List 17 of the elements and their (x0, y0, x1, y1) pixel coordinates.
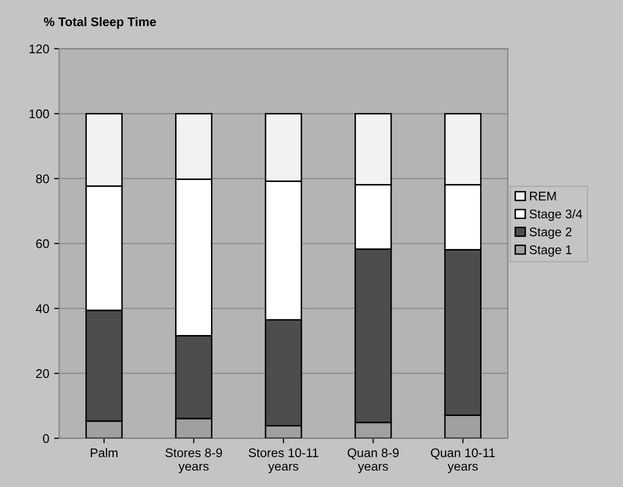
x-tick-label: Quan 8-9 years (348, 448, 399, 474)
x-tick-label: Stores 8-9 years (165, 448, 222, 474)
legend-label: REM (530, 192, 556, 200)
x-tick-label: Palm (90, 448, 118, 458)
y-tick-label: 60 (36, 239, 49, 248)
y-tick-label: 100 (30, 109, 49, 118)
y-tick-label: 20 (36, 369, 49, 378)
chart-title: % Total Sleep Time (44, 17, 156, 29)
x-tick-label: Quan 10-11 years (430, 448, 495, 474)
legend-label: Stage 2 (530, 227, 572, 239)
legend-label: Stage 3/4 (530, 209, 582, 221)
y-tick-label: 40 (36, 304, 49, 314)
x-tick-label: Stores 10-11 years (248, 448, 318, 474)
y-tick-label: 0 (43, 434, 49, 443)
y-tick-label: 120 (30, 44, 49, 54)
legend-label: Stage 1 (530, 245, 572, 257)
y-tick-label: 80 (36, 174, 49, 184)
